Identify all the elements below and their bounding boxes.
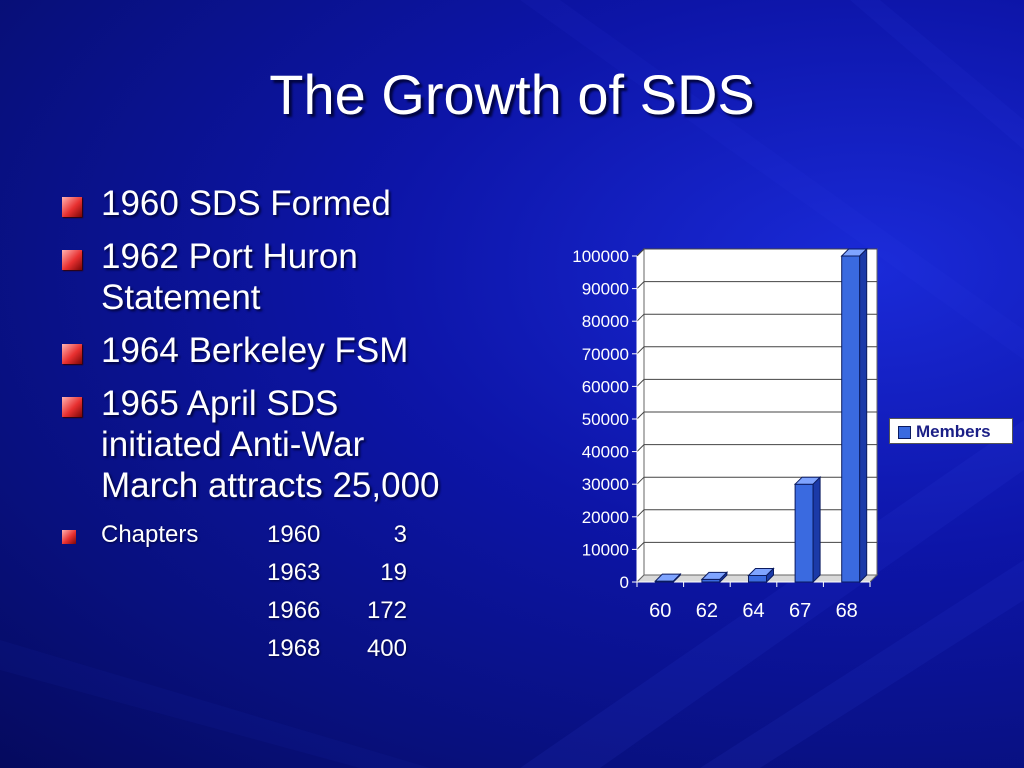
bar-67: [794, 483, 814, 583]
bullet-square-icon: [62, 397, 82, 417]
y-tick-label: 10000: [582, 540, 629, 559]
chapters-year: 1960: [267, 521, 321, 548]
y-tick-label: 0: [620, 573, 629, 592]
y-tick-label: 20000: [582, 508, 629, 527]
bullet-line: 1965 April SDS: [101, 384, 339, 423]
slide-title: The Growth of SDS: [269, 63, 755, 126]
y-tick-label: 80000: [582, 312, 629, 331]
gridline: [636, 313, 877, 322]
y-tick-label: 30000: [582, 475, 629, 494]
gridline: [636, 476, 877, 485]
bullet-square-icon: [62, 197, 82, 217]
chapters-row: 1960 3: [267, 521, 407, 551]
x-tick-label: 62: [696, 600, 718, 622]
bullet-line: 1962 Port Huron: [101, 237, 358, 276]
chapters-label: Chapters: [101, 521, 199, 548]
x-tick-label: 68: [836, 600, 858, 622]
y-tick-label: 60000: [582, 377, 629, 396]
y-tick-label: 40000: [582, 443, 629, 462]
gridline: [636, 378, 877, 387]
bullet-square-icon: [62, 530, 76, 544]
gridline: [636, 248, 877, 257]
bar-side-67: [812, 475, 821, 584]
bar-side-60: [672, 572, 681, 584]
bar-64: [748, 574, 767, 583]
chapters-row: 1963 19: [267, 559, 407, 589]
bullet-line: initiated Anti-War: [101, 425, 365, 464]
y-tick-label: 100000: [572, 247, 629, 266]
gridline: [636, 444, 877, 452]
gridline: [636, 411, 877, 420]
y-tick-label: 70000: [582, 345, 629, 364]
bullet-item: 1962 Port Huron Statement: [62, 236, 512, 318]
x-tick-label: 60: [649, 600, 671, 622]
chapters-row: 1966 172: [267, 597, 407, 627]
gridline: [636, 281, 877, 289]
chart-legend: Members: [889, 418, 1013, 444]
bullet-line: 1964 Berkeley FSM: [101, 331, 409, 370]
legend-swatch-members: [898, 426, 911, 439]
y-tick-label: 90000: [582, 280, 629, 299]
bullet-line: 1960 SDS Formed: [101, 184, 391, 223]
chapters-year: 1966: [267, 597, 321, 624]
chapters-count: 19: [380, 559, 407, 586]
bullet-item: 1964 Berkeley FSM: [62, 330, 512, 371]
bullet-list: 1960 SDS Formed 1962 Port Huron Statemen…: [62, 183, 512, 518]
gridline: [636, 346, 877, 355]
chapters-year: 1968: [267, 635, 321, 662]
chapters-count: 400: [366, 635, 407, 662]
chapters-count: 172: [366, 597, 407, 624]
bullet-line: March attracts 25,000: [101, 466, 440, 505]
bullet-item: 1960 SDS Formed: [62, 183, 512, 224]
bar-68: [841, 255, 861, 583]
bullet-line: Statement: [101, 278, 261, 317]
chapters-year: 1963: [267, 559, 321, 586]
bullet-item: 1965 April SDS initiated Anti-War March …: [62, 383, 512, 506]
chapters-count: 3: [393, 521, 407, 548]
y-tick-label: 50000: [582, 410, 629, 429]
legend-label-members: Members: [916, 422, 991, 441]
bullet-square-icon: [62, 250, 82, 270]
bar-side-64: [766, 567, 774, 584]
x-tick-label: 67: [789, 600, 811, 622]
chapters-row: 1968 400: [267, 635, 407, 665]
x-tick-label: 64: [742, 600, 764, 622]
bullet-square-icon: [62, 344, 82, 364]
bar-side-68: [859, 247, 868, 584]
bar-side-62: [719, 571, 728, 584]
